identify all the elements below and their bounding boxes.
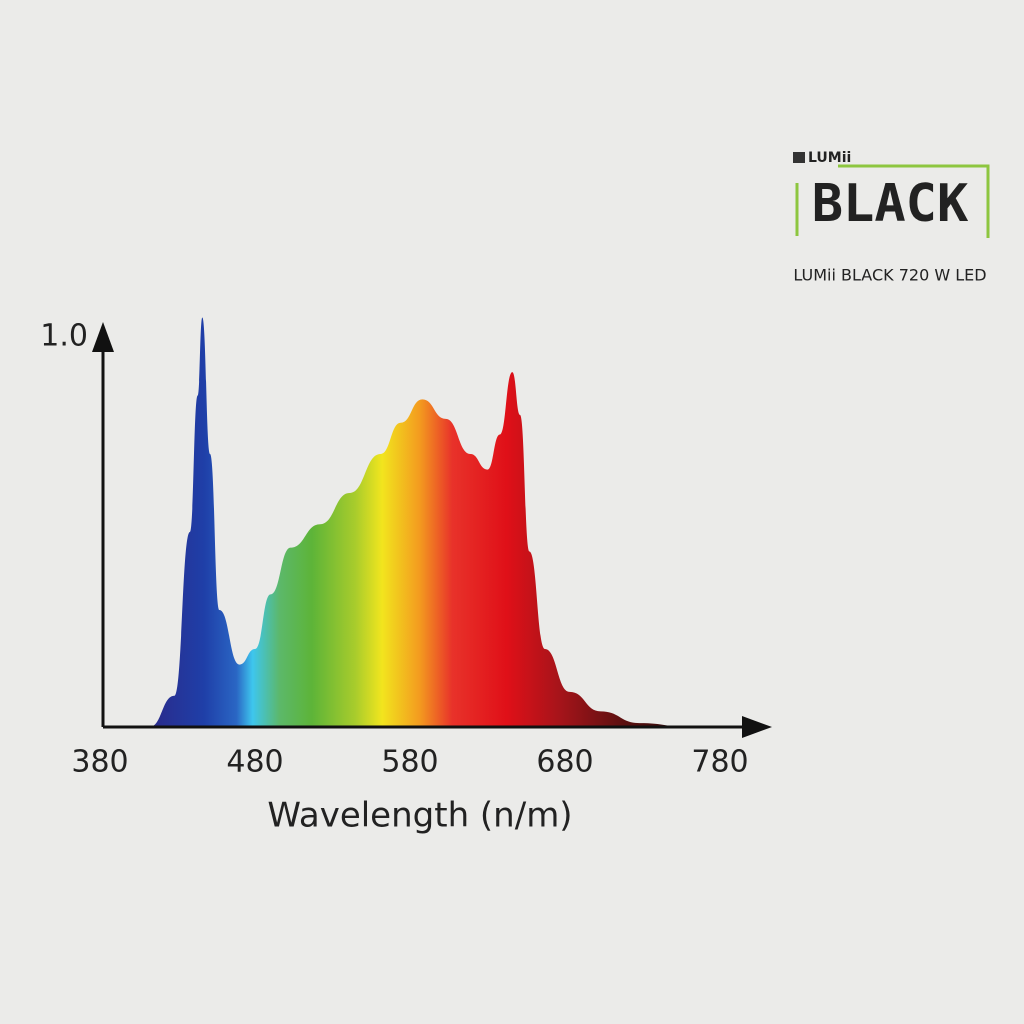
x-tick-label: 480 <box>226 745 283 780</box>
spectrum-area <box>149 317 691 727</box>
y-arrow <box>92 322 114 352</box>
logo-frame <box>838 164 990 238</box>
logo-caption: LUMii BLACK 720 W LED <box>793 266 986 285</box>
logo: LUMii BLACK LUMii BLACK 720 W LED <box>793 150 990 285</box>
x-tick-label: 380 <box>71 745 128 780</box>
x-axis-title: Wavelength (n/m) <box>267 796 572 836</box>
x-tick-label: 680 <box>536 745 593 780</box>
logo-icon <box>793 152 805 163</box>
x-tick-label: 780 <box>691 745 748 780</box>
x-tick-label: 580 <box>381 745 438 780</box>
logo-product: BLACK <box>812 174 969 234</box>
y-tick-label: 1.0 <box>40 319 88 354</box>
x-arrow <box>742 716 772 738</box>
logo-brand: LUMii <box>808 150 851 166</box>
plot <box>149 317 691 727</box>
